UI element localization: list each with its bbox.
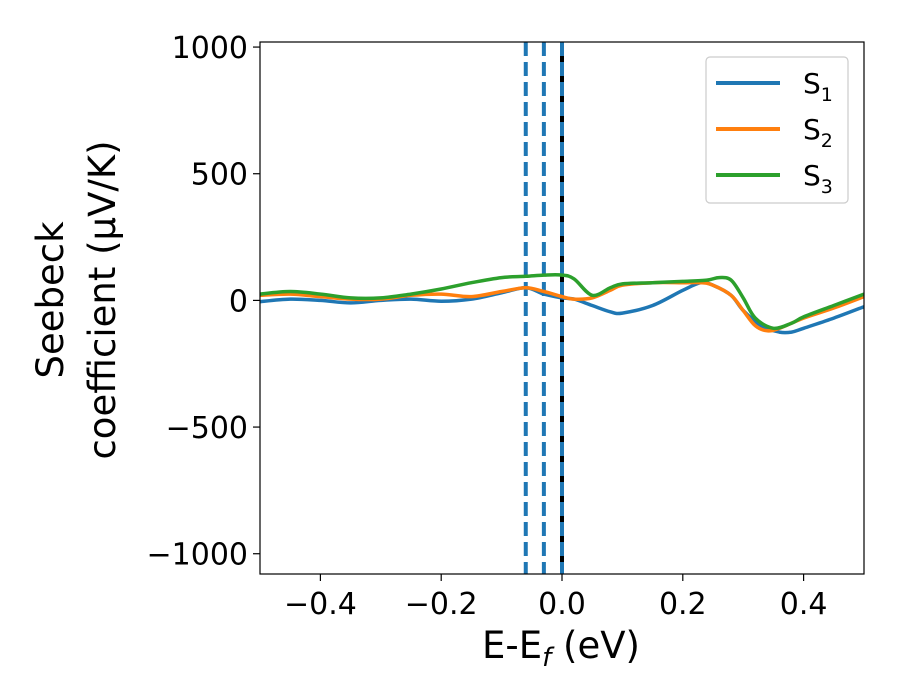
x-tick-label-3: 0.2 [659, 587, 707, 622]
legend: S1 S2 S3 [705, 56, 849, 204]
x-axis-label: E-Ef (eV) [482, 624, 640, 673]
y-axis-label-line2: coefficient (μV/K) [81, 140, 124, 459]
series-line-3 [260, 272, 864, 331]
x-axis-label-main: E-E [482, 624, 542, 667]
vertical-reference-lines [523, 42, 564, 574]
legend-label-2: S2 [803, 113, 833, 152]
y-axis-label-line1: Seebeck [29, 221, 72, 379]
y-tick-label-1: −500 [166, 411, 248, 446]
legend-label-3: S3 [803, 159, 833, 198]
axis-ticks: −0.4 −0.2 0.0 0.2 0.4 −1000 −500 0 500 1000 [147, 31, 828, 622]
x-tick-label-2: 0.0 [538, 587, 586, 622]
y-tick-label-0: −1000 [147, 538, 248, 573]
y-tick-label-4: 1000 [172, 31, 248, 66]
y-tick-label-2: 0 [229, 284, 248, 319]
x-tick-label-1: −0.2 [405, 587, 478, 622]
legend-label-1: S1 [803, 67, 833, 106]
series-lines [260, 272, 864, 335]
x-tick-label-4: 0.4 [780, 587, 828, 622]
y-tick-label-3: 500 [191, 158, 248, 193]
x-tick-label-0: −0.4 [284, 587, 357, 622]
x-axis-label-unit: (eV) [551, 624, 640, 667]
y-axis-label: Seebeck coefficient (μV/K) [29, 140, 124, 459]
